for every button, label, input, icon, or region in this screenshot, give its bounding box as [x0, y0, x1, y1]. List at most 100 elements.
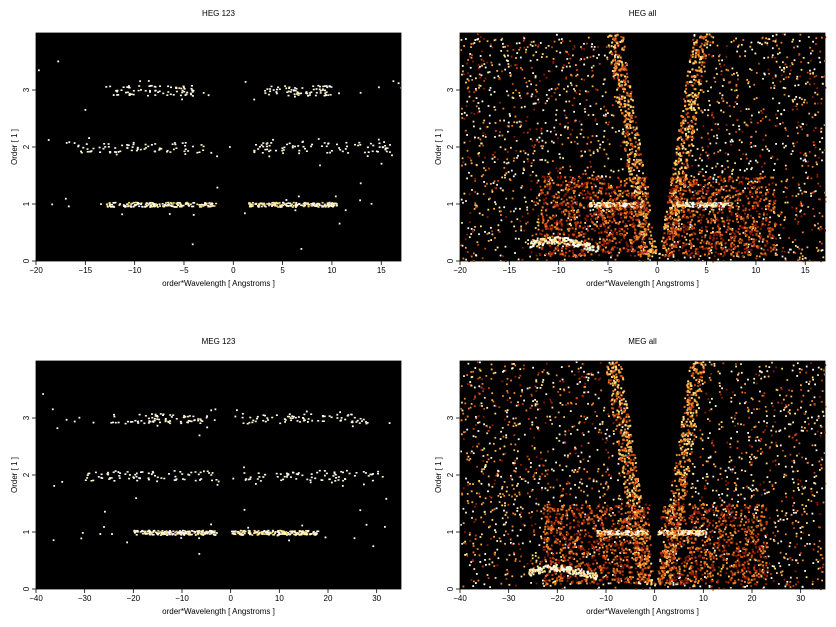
dense-region-point — [724, 249, 727, 251]
event-point — [507, 54, 509, 57]
dense-region-point — [603, 217, 606, 219]
wedge-point — [638, 187, 641, 190]
order-band-point — [341, 150, 344, 153]
event-point — [815, 43, 817, 45]
event-point — [73, 142, 76, 144]
dense-region-point — [702, 241, 705, 244]
dense-region-point — [768, 233, 771, 236]
event-point — [514, 173, 517, 176]
event-point — [799, 157, 802, 160]
order-band-point — [112, 202, 115, 204]
dense-region-point — [696, 238, 699, 241]
event-point — [540, 127, 543, 130]
dense-region-point — [694, 232, 697, 235]
wedge-point — [620, 61, 623, 64]
event-point — [710, 86, 712, 89]
dense-region-point — [737, 239, 740, 242]
order-band-point — [179, 205, 182, 207]
event-point — [781, 255, 784, 258]
order-band-point — [187, 203, 190, 206]
event-point — [591, 85, 594, 88]
event-point — [533, 201, 535, 204]
dense-region-point — [570, 178, 573, 181]
wedge-point — [639, 190, 642, 193]
wedge-point — [622, 66, 625, 69]
x-tick-label: 15 — [377, 266, 386, 275]
event-point — [783, 146, 786, 149]
dense-region-point — [722, 239, 725, 242]
wedge-point — [705, 33, 708, 36]
event-point — [634, 224, 636, 227]
order-band-point — [297, 94, 300, 96]
dense-region-point — [767, 208, 770, 211]
event-point — [612, 114, 615, 117]
dense-region-point — [737, 176, 740, 179]
event-point — [703, 55, 705, 58]
order-band-point — [169, 93, 172, 96]
dense-region-point — [605, 228, 608, 231]
dense-region-point — [578, 214, 581, 217]
event-point — [694, 250, 697, 253]
event-point — [800, 68, 803, 71]
wedge-point — [662, 246, 665, 249]
event-point — [482, 87, 485, 90]
event-point — [497, 224, 500, 227]
wedge-point — [610, 34, 613, 37]
dense-region-point — [755, 201, 758, 204]
event-point — [706, 46, 708, 49]
event-point — [191, 243, 194, 246]
wedge-point — [629, 114, 632, 117]
wedge-point — [675, 153, 678, 156]
event-point — [570, 141, 573, 144]
event-point — [621, 84, 623, 87]
event-point — [812, 260, 814, 263]
event-point — [726, 45, 728, 47]
event-point — [338, 222, 341, 225]
order-band-point — [608, 205, 611, 208]
dense-region-point — [586, 229, 589, 232]
event-point — [798, 256, 801, 259]
order-band-point — [269, 88, 272, 90]
event-point — [702, 91, 705, 93]
order-band-point — [302, 203, 305, 205]
dense-region-point — [640, 244, 643, 247]
wedge-point — [675, 159, 678, 162]
wedge-point — [627, 160, 630, 163]
dense-region-point — [584, 232, 587, 235]
event-point — [796, 141, 799, 144]
event-point — [511, 197, 514, 200]
dense-region-point — [710, 242, 713, 245]
event-point — [821, 249, 824, 251]
wedge-point — [684, 166, 687, 169]
event-point — [705, 80, 708, 83]
order-band-point — [268, 93, 270, 96]
dense-region-point — [732, 180, 735, 183]
dense-region-point — [643, 243, 646, 245]
event-point — [693, 176, 696, 179]
event-point — [761, 170, 764, 173]
dense-region-point — [674, 197, 677, 200]
event-point — [732, 124, 735, 126]
wedge-point — [626, 133, 629, 136]
dense-region-point — [630, 202, 633, 205]
wedge-point — [646, 212, 649, 215]
event-point — [532, 152, 535, 155]
event-point — [749, 118, 752, 121]
event-point — [596, 207, 599, 209]
event-point — [647, 257, 650, 260]
event-point — [735, 85, 738, 88]
wedge-point — [616, 55, 619, 58]
event-point — [691, 164, 694, 167]
order-band-point — [125, 91, 127, 94]
order-band-point — [608, 202, 611, 204]
event-point — [466, 134, 468, 136]
event-point — [513, 106, 516, 109]
dense-region-point — [625, 199, 628, 202]
event-point — [796, 215, 798, 218]
dense-region-point — [548, 244, 551, 247]
event-point — [788, 237, 791, 239]
event-point — [814, 91, 817, 94]
event-point — [484, 66, 487, 69]
event-point — [512, 49, 515, 51]
event-point — [717, 127, 720, 130]
